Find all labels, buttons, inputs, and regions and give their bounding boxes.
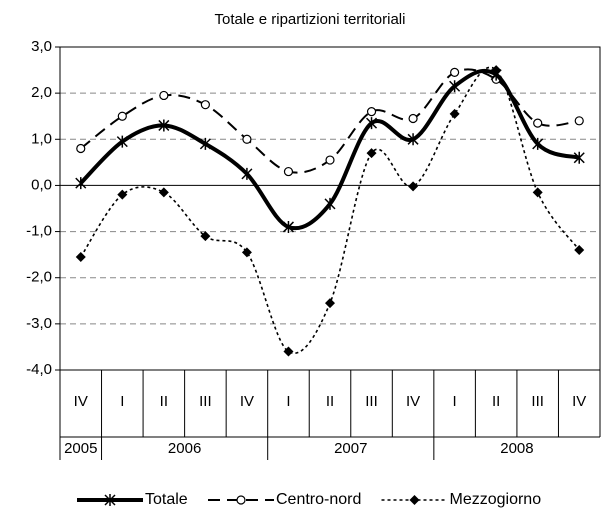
marker (325, 155, 335, 165)
marker (200, 231, 211, 242)
marker (117, 189, 128, 200)
x-tick-label: I (286, 393, 290, 410)
x-tick-label: II (492, 393, 500, 410)
x-group-label: 2005 (64, 440, 97, 457)
y-tick-label: 2,0 (31, 84, 52, 101)
x-tick-label: IV (74, 393, 88, 410)
marker (409, 495, 420, 505)
legend-label: Centro-nord (276, 491, 361, 508)
y-tick-label: 0,0 (31, 176, 52, 193)
marker (532, 187, 543, 198)
marker (75, 251, 86, 262)
x-tick-label: III (199, 393, 212, 410)
legend-item: Centro-nord (208, 491, 361, 508)
marker (533, 118, 543, 128)
legend-label: Mezzogiorno (450, 491, 542, 508)
marker (449, 80, 461, 93)
marker (573, 151, 585, 164)
y-tick-label: 1,0 (31, 130, 52, 147)
marker (574, 116, 584, 126)
marker (324, 197, 336, 210)
marker (532, 137, 544, 150)
marker (283, 166, 294, 177)
marker (236, 495, 246, 505)
x-tick-label: IV (240, 393, 254, 410)
marker (158, 187, 169, 198)
legend-label: Totale (145, 491, 188, 508)
marker (366, 106, 377, 117)
y-tick-label: -1,0 (26, 223, 52, 240)
x-tick-label: II (326, 393, 334, 410)
marker (75, 177, 87, 190)
x-tick-label: I (453, 393, 457, 410)
chart-title: Totale e ripartizioni territoriali (215, 11, 406, 28)
y-tick-label: -2,0 (26, 269, 52, 286)
marker (282, 220, 294, 233)
marker (104, 494, 116, 506)
x-group-label: 2006 (168, 440, 201, 457)
marker (408, 113, 418, 124)
marker (450, 67, 460, 77)
marker (490, 68, 502, 81)
legend-item: Totale (77, 491, 188, 508)
x-tick-label: III (365, 393, 378, 410)
y-tick-label: -3,0 (26, 315, 52, 332)
marker (241, 167, 253, 180)
marker (116, 135, 128, 148)
marker (200, 100, 210, 110)
marker (117, 111, 127, 121)
legend-item: Mezzogiorno (381, 491, 542, 508)
marker (283, 346, 294, 357)
x-group-label: 2008 (500, 440, 533, 457)
marker (76, 143, 86, 154)
x-group-label: 2007 (334, 440, 367, 457)
marker (408, 181, 419, 192)
marker (158, 119, 170, 132)
y-tick-label: 3,0 (31, 38, 52, 55)
marker (407, 133, 419, 146)
marker (242, 134, 252, 144)
x-tick-label: IV (572, 393, 586, 410)
marker (574, 245, 585, 256)
x-tick-label: III (531, 393, 544, 410)
series-line (80, 66, 580, 354)
marker (366, 117, 378, 130)
x-tick-label: II (160, 393, 168, 410)
marker (159, 90, 169, 101)
marker (241, 247, 252, 258)
marker (449, 108, 460, 119)
marker (366, 148, 377, 159)
x-tick-label: I (120, 393, 124, 410)
y-tick-label: -4,0 (26, 361, 52, 378)
plot-frame (59, 46, 601, 371)
marker (199, 137, 211, 150)
x-tick-label: IV (406, 393, 420, 410)
marker (325, 298, 335, 309)
